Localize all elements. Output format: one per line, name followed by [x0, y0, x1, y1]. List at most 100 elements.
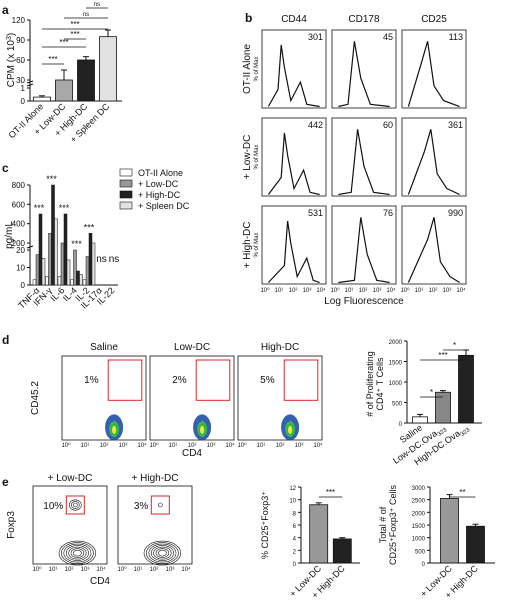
y-axis-label: % of Max	[254, 232, 260, 257]
histogram-frame	[261, 29, 327, 109]
x-tick-label: 10²	[65, 567, 74, 573]
x-tick-label: 10⁴	[225, 442, 235, 449]
cell-cloud-peak	[200, 425, 205, 434]
x-tick-label: 10²	[359, 288, 368, 294]
legend-swatch	[119, 168, 133, 177]
gate-contour	[69, 499, 82, 511]
histogram-line	[267, 132, 320, 196]
x-tick-label: 10³	[373, 288, 382, 294]
bar	[63, 213, 68, 286]
x-tick-label: 10¹	[345, 288, 354, 294]
significance-label: ***	[326, 488, 335, 497]
row-label: + Low-DC	[242, 135, 253, 180]
bar	[54, 218, 58, 286]
histogram-line	[338, 129, 390, 196]
contour-line	[63, 543, 92, 563]
x-tick-label: 10⁴	[181, 566, 191, 573]
y-tick-label: 0	[422, 562, 426, 568]
y-axis-label: CPM (x 103)	[6, 33, 17, 87]
bar	[35, 254, 40, 286]
legend-swatch	[119, 190, 133, 199]
gate	[65, 495, 85, 515]
y-tick-label: 0	[293, 562, 297, 568]
significance-label: ***	[46, 174, 57, 184]
mfi-value: 45	[383, 32, 393, 42]
x-tick-label: 10³	[119, 443, 128, 449]
legend-label: + Spleen DC	[138, 201, 190, 211]
significance-label: ns	[109, 254, 120, 265]
x-tick-label: 10²	[289, 288, 298, 294]
plot-frame	[149, 355, 235, 441]
legend-label: OT-II Alone	[138, 168, 183, 178]
panel-label-e: e	[2, 475, 9, 489]
mfi-value: 60	[383, 120, 393, 130]
bar	[440, 497, 459, 564]
x-tick-label: 10¹	[415, 288, 424, 294]
y-axis-label-close: )	[6, 33, 17, 36]
gate-percent: 10%	[43, 501, 63, 512]
x-tick-label: 10¹	[169, 443, 178, 449]
contour-line	[150, 545, 174, 561]
contour-line	[148, 543, 177, 563]
x-tick-label: 10⁰	[260, 287, 270, 294]
y-axis-label: % CD25⁺Foxp3⁺	[260, 491, 270, 559]
legend-swatch	[119, 179, 133, 188]
plot-title: + High-DC	[132, 473, 179, 484]
y-tick-label: 2000	[389, 340, 403, 346]
x-tick-label: 10⁴	[386, 287, 396, 294]
x-tick-label: 10¹	[257, 443, 266, 449]
bar	[82, 279, 87, 286]
x-tick-label: 10¹	[134, 567, 143, 573]
column-header: CD44	[281, 14, 307, 25]
x-tick-label: 10²	[429, 288, 438, 294]
gate-percent: 5%	[260, 375, 275, 386]
x-tick-label: 10¹	[49, 567, 58, 573]
significance-label: ***	[70, 20, 79, 29]
bar	[41, 258, 46, 286]
x-axis-label: CD4	[182, 448, 202, 459]
x-tick-label: 10⁴	[316, 287, 326, 294]
contour-line	[143, 540, 182, 566]
bar	[79, 274, 83, 286]
cell-cloud-peak	[288, 425, 293, 434]
row-label: + High-DC	[242, 222, 253, 269]
histogram-frame	[331, 29, 397, 109]
mfi-value: 301	[308, 32, 323, 42]
significance-label: *	[430, 388, 433, 397]
x-tick-label: 10⁰	[61, 442, 71, 449]
gate-contour	[158, 502, 163, 508]
x-tick-label: 10⁰	[330, 287, 340, 294]
significance-label: *	[453, 341, 456, 350]
significance-label: **	[459, 488, 465, 497]
panel-e-flow: + Low-DC 10% 10⁰ 10¹ 10² 10³ 10⁴ + High-DC 3% 10⁰…	[6, 473, 193, 587]
mfi-value: 361	[448, 120, 463, 130]
significance-label: ***	[48, 55, 57, 64]
axis-break	[26, 83, 34, 87]
x-tick-label: 10⁰	[32, 566, 42, 573]
axis-break	[26, 245, 34, 249]
bar	[48, 233, 52, 286]
y-tick-label: 4	[293, 537, 297, 543]
panel-d-bar-chart: 0 500 1000 1500 2000 # of Proliferating CD4⁺ T…	[365, 340, 482, 469]
contour-line	[155, 548, 170, 558]
y-tick-label: 0	[21, 281, 26, 290]
mfi-value: 76	[383, 208, 393, 218]
y-tick-label: 400	[12, 220, 26, 229]
axis-break	[26, 80, 34, 84]
x-tick-label: 10¹	[81, 443, 90, 449]
y-axis-label: # of Proliferating	[365, 351, 375, 417]
x-tick-subscript: 323	[460, 427, 472, 438]
plot-frame	[117, 485, 193, 565]
bar	[85, 256, 90, 286]
y-axis-label: CD4⁺ T Cells	[375, 357, 385, 410]
y-tick-label: 1000	[389, 381, 403, 387]
x-tick-label: 10⁰	[400, 287, 410, 294]
contour-line	[73, 549, 82, 557]
plot-title: High-DC	[261, 342, 299, 353]
mfi-value: 113	[449, 32, 463, 42]
gate-percent: 1%	[84, 375, 99, 386]
plot-frame	[32, 485, 108, 565]
y-axis-label: Total # of	[378, 506, 388, 543]
contour-line	[68, 546, 87, 560]
y-axis-label: Foxp3	[6, 511, 17, 539]
